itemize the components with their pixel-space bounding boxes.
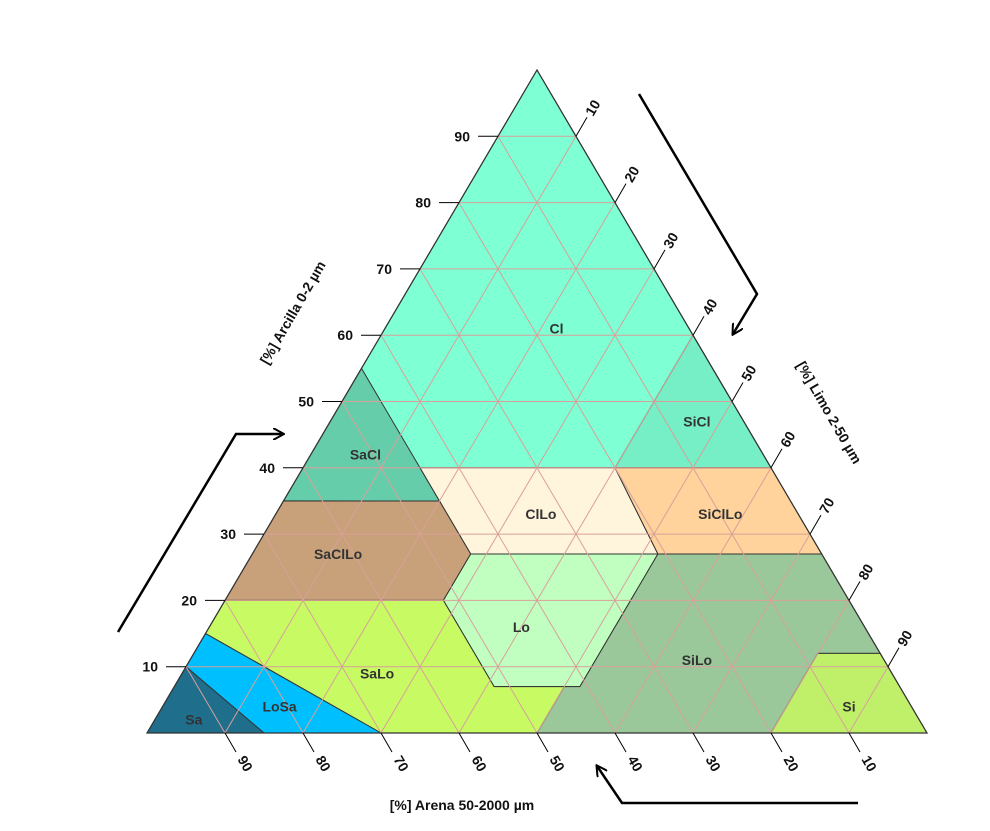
region-label-sa: Sa (185, 712, 202, 728)
sand-axis-title: [%] Arena 50-2000 µm (390, 797, 535, 813)
sand-tick-mark (771, 733, 782, 752)
silt-tick-mark (615, 184, 626, 203)
sand-tick-label: 60 (469, 753, 491, 775)
clay-tick-label: 10 (142, 659, 158, 675)
sand-tick-mark (693, 733, 704, 752)
silt-axis-title: [%] Limo 2-50 µm (794, 359, 866, 467)
silt-tick-mark (693, 316, 704, 335)
sand-tick-mark (303, 733, 314, 752)
silt-tick-label: 80 (855, 561, 877, 583)
sand-tick-mark (225, 733, 236, 752)
clay-tick-label: 60 (337, 327, 353, 343)
sand-tick-label: 40 (625, 753, 647, 775)
region-label-sicl: SiCl (683, 413, 710, 429)
silt-tick-mark (576, 117, 587, 136)
silt-tick-label: 10 (582, 97, 604, 119)
silt-tick-label: 50 (738, 362, 760, 384)
sand-tick-label: 80 (313, 753, 335, 775)
silt-tick-mark (654, 250, 665, 269)
silt-tick-mark (771, 449, 782, 468)
region-label-cl: Cl (550, 321, 564, 337)
silt-tick-label: 20 (621, 163, 643, 185)
silt-tick-label: 60 (777, 428, 799, 450)
clay-tick-label: 40 (259, 460, 275, 476)
region-label-sacl: SaCl (350, 447, 381, 463)
region-label-lo: Lo (513, 619, 530, 635)
clay-tick-label: 70 (376, 261, 392, 277)
region-label-sacllo: SaClLo (314, 546, 362, 562)
region-label-silo: SiLo (682, 652, 712, 668)
sand-tick-mark (459, 733, 470, 752)
silt-tick-mark (732, 383, 743, 402)
clay-tick-label: 90 (454, 128, 470, 144)
sand-tick-mark (537, 733, 548, 752)
sand-tick-mark (615, 733, 626, 752)
silt-tick-label: 90 (894, 627, 916, 649)
silt-tick-mark (849, 581, 860, 600)
sand-tick-label: 10 (859, 753, 881, 775)
silt-tick-label: 70 (816, 495, 838, 517)
sand-tick-label: 50 (547, 753, 569, 775)
sand-tick-mark (381, 733, 392, 752)
silt-tick-mark (888, 648, 899, 667)
clay-tick-label: 20 (181, 592, 197, 608)
region-label-salo: SaLo (360, 665, 394, 681)
clay-tick-label: 80 (415, 195, 431, 211)
sand-tick-label: 20 (781, 753, 803, 775)
region-label-sicllo: SiClLo (698, 506, 742, 522)
silt-tick-mark (810, 515, 821, 534)
silt-tick-label: 30 (660, 229, 682, 251)
region-label-losa: LoSa (262, 699, 296, 715)
sand-tick-label: 70 (391, 753, 413, 775)
region-label-si: Si (842, 699, 855, 715)
sand-tick-label: 30 (703, 753, 725, 775)
clay-tick-label: 50 (298, 394, 314, 410)
clay-tick-label: 30 (220, 526, 236, 542)
silt-tick-label: 40 (699, 296, 721, 318)
sand-tick-label: 90 (235, 753, 257, 775)
clay-axis-title: [%] Arcilla 0-2 µm (257, 258, 329, 367)
region-label-cllo: ClLo (525, 506, 556, 522)
sand-tick-mark (849, 733, 860, 752)
